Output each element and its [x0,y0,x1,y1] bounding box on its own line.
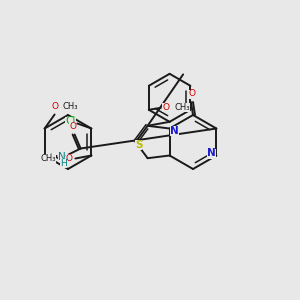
Text: O: O [188,89,196,98]
Text: O: O [51,102,58,111]
Text: CH₃: CH₃ [41,154,56,163]
Text: H: H [60,159,67,168]
Text: N: N [170,125,179,136]
Text: N: N [207,148,216,158]
Text: O: O [69,122,76,131]
Text: O: O [162,103,169,112]
Text: O: O [66,154,73,163]
Text: CH₃: CH₃ [175,103,190,112]
Text: CH₃: CH₃ [63,102,78,111]
Text: N: N [58,152,65,161]
Text: S: S [135,140,142,150]
Text: Cl: Cl [65,116,76,127]
